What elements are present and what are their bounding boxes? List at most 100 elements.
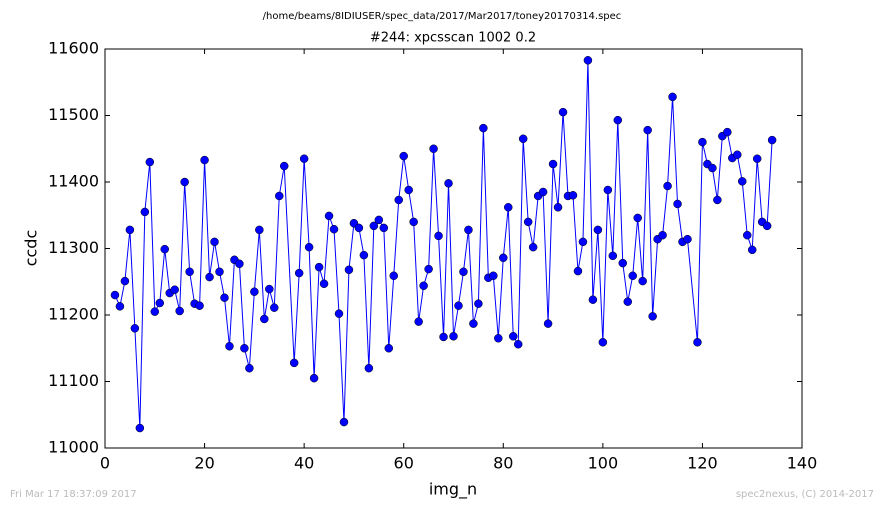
- data-point: [444, 179, 453, 188]
- data-point: [698, 137, 707, 147]
- data-point: [115, 302, 125, 311]
- data-point: [747, 245, 757, 255]
- data-point: [618, 258, 628, 268]
- x-tick-label: 40: [294, 454, 314, 473]
- data-point: [613, 115, 623, 125]
- x-tick-label: 120: [687, 454, 718, 473]
- data-point: [289, 358, 299, 368]
- data-point: [723, 127, 732, 137]
- data-point: [578, 237, 588, 247]
- data-point: [528, 242, 538, 252]
- y-axis-label: ccdc: [22, 230, 41, 267]
- x-tick-label: 80: [493, 454, 513, 473]
- data-point: [339, 417, 349, 427]
- data-point: [150, 307, 160, 316]
- data-point: [663, 181, 672, 191]
- data-point: [364, 363, 374, 373]
- data-point: [185, 267, 194, 277]
- data-point: [374, 215, 384, 225]
- data-point: [200, 155, 209, 165]
- x-tick-label: 60: [394, 454, 414, 473]
- data-point: [742, 230, 752, 240]
- data-point: [752, 154, 762, 163]
- data-point: [255, 225, 264, 235]
- data-point: [309, 373, 319, 383]
- data-point: [394, 195, 403, 205]
- data-point: [548, 159, 558, 169]
- data-point: [359, 250, 369, 260]
- data-point: [762, 221, 772, 231]
- data-point: [304, 242, 314, 252]
- data-point: [175, 306, 184, 316]
- data-point: [270, 303, 279, 312]
- y-tick-label: 11400: [48, 172, 99, 191]
- data-point: [240, 344, 249, 353]
- data-point: [518, 134, 528, 144]
- data-point: [245, 363, 254, 373]
- data-point: [459, 267, 468, 277]
- data-point: [155, 298, 165, 308]
- data-point: [508, 332, 518, 341]
- data-point: [120, 276, 130, 286]
- data-point: [414, 317, 423, 326]
- data-point: [135, 423, 145, 433]
- data-point: [434, 231, 443, 241]
- data-point: [538, 187, 548, 197]
- data-point: [215, 267, 224, 277]
- data-point: [299, 154, 309, 163]
- data-point: [668, 92, 677, 102]
- data-point: [220, 293, 229, 302]
- data-point: [733, 150, 742, 159]
- data-point: [633, 213, 642, 223]
- data-point: [429, 144, 438, 153]
- data-point: [294, 268, 304, 278]
- data-point: [389, 271, 399, 281]
- x-tick-label: 100: [588, 454, 619, 473]
- data-point: [648, 312, 657, 321]
- data-point: [553, 203, 563, 212]
- data-point: [658, 230, 667, 240]
- data-point: [439, 332, 448, 342]
- data-point: [474, 299, 483, 308]
- footer-right: spec2nexus, (C) 2014-2017: [736, 489, 874, 500]
- data-point: [479, 123, 488, 133]
- x-tick-label: 140: [787, 454, 818, 473]
- data-point: [603, 185, 613, 195]
- data-point: [130, 324, 140, 333]
- data-point: [588, 295, 598, 304]
- data-point: [140, 207, 150, 217]
- data-point: [265, 284, 274, 294]
- data-point: [454, 301, 463, 310]
- data-point: [683, 234, 692, 244]
- data-point: [314, 262, 324, 272]
- data-point: [424, 264, 433, 274]
- data-point: [558, 107, 568, 117]
- data-point: [195, 301, 204, 310]
- data-point: [738, 177, 747, 186]
- data-point: [623, 297, 632, 306]
- data-point: [170, 285, 179, 294]
- data-point: [275, 191, 284, 201]
- chart-title: #244: xpcsscan 1002 0.2: [370, 31, 536, 46]
- data-point: [713, 195, 722, 205]
- data-point: [598, 338, 608, 347]
- data-point: [384, 344, 394, 353]
- data-point: [449, 332, 458, 341]
- data-point: [464, 225, 473, 235]
- footer-left: Fri Mar 17 18:37:09 2017: [10, 489, 137, 500]
- data-point: [399, 151, 408, 161]
- data-point: [145, 157, 155, 167]
- data-point: [379, 223, 389, 233]
- data-point: [494, 334, 503, 343]
- data-point: [499, 253, 508, 263]
- data-point: [583, 56, 593, 65]
- data-point: [180, 177, 189, 187]
- data-point: [469, 319, 478, 328]
- data-point: [334, 309, 344, 318]
- y-tick-label: 11500: [48, 105, 99, 124]
- data-point: [354, 223, 364, 233]
- data-point: [324, 211, 334, 221]
- data-point: [628, 271, 637, 281]
- x-tick-label: 0: [100, 454, 110, 473]
- data-point: [210, 237, 219, 247]
